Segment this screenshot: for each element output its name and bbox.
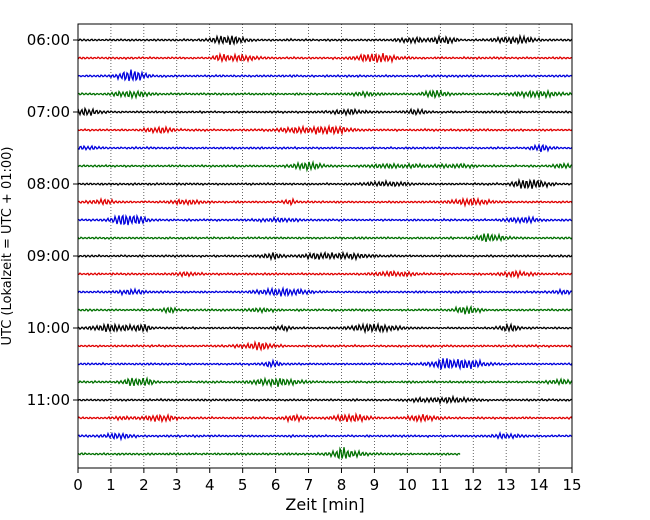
x-tick-label: 15 (562, 476, 581, 494)
trace-line (77, 51, 573, 64)
x-tick-label: 13 (497, 476, 516, 494)
trace-line (77, 69, 573, 83)
x-tick-label: 12 (464, 476, 483, 494)
trace-line (77, 321, 573, 335)
x-tick-label: 3 (172, 476, 182, 494)
trace-line (77, 285, 573, 298)
seismogram-traces (77, 33, 573, 460)
plot-frame (77, 23, 573, 469)
x-tick-label: 5 (238, 476, 248, 494)
trace-line (77, 411, 573, 424)
x-tick-label: 6 (271, 476, 281, 494)
trace-line (77, 340, 573, 352)
trace-line (77, 88, 573, 100)
x-tick-label: 4 (205, 476, 215, 494)
x-tick-label: 2 (139, 476, 149, 494)
y-tick-label: 11:00 (27, 391, 70, 409)
trace-line (77, 269, 573, 280)
x-tick-label: 10 (398, 476, 417, 494)
trace-line (77, 213, 573, 226)
trace-line (77, 232, 573, 243)
y-axis-label: UTC (Lokalzeit = UTC + 01:00) (0, 147, 15, 346)
trace-line (77, 159, 573, 173)
trace-line (77, 142, 573, 153)
trace-line (77, 446, 461, 460)
x-axis-label: Zeit [min] (285, 495, 364, 514)
x-axis-ticks: 0 1 2 3 4 5 6 7 8 9 10 11 12 13 14 15 (73, 468, 582, 494)
trace-line (77, 123, 573, 136)
x-tick-label: 7 (304, 476, 314, 494)
trace-line (77, 394, 573, 406)
y-tick-label: 07:00 (27, 103, 70, 121)
y-tick-label: 09:00 (27, 247, 70, 265)
trace-line (77, 250, 573, 262)
trace-line (77, 196, 573, 208)
y-tick-label: 10:00 (27, 319, 70, 337)
trace-line (77, 304, 573, 315)
trace-line (77, 177, 573, 190)
trace-line (77, 33, 573, 46)
x-tick-label: 8 (337, 476, 347, 494)
trace-line (77, 431, 573, 442)
grid-lines (110, 24, 540, 468)
y-tick-label: 06:00 (27, 31, 70, 49)
trace-line (77, 376, 573, 389)
x-tick-label: 11 (431, 476, 450, 494)
x-tick-label: 0 (73, 476, 83, 494)
trace-line (77, 357, 573, 371)
x-tick-label: 9 (370, 476, 380, 494)
y-tick-label: 08:00 (27, 175, 70, 193)
y-axis-ticks: 06:00 07:00 08:00 09:00 10:00 11:00 (27, 31, 78, 409)
trace-line (77, 106, 573, 117)
x-tick-label: 14 (530, 476, 549, 494)
x-tick-label: 1 (106, 476, 116, 494)
